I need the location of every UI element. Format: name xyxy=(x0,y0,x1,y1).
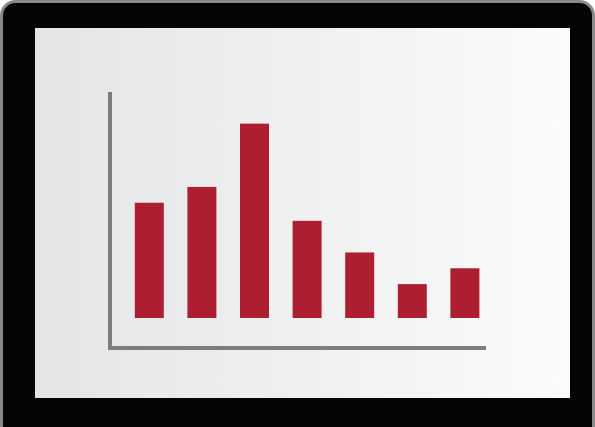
bar xyxy=(345,252,375,318)
bar xyxy=(187,186,217,318)
bar xyxy=(397,284,427,318)
bar xyxy=(240,123,269,318)
bar xyxy=(450,268,480,318)
bar xyxy=(292,220,322,318)
bar xyxy=(134,202,164,318)
screen xyxy=(35,28,570,398)
